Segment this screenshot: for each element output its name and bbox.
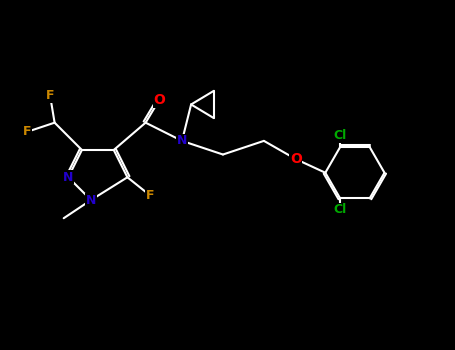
Text: Cl: Cl bbox=[334, 129, 347, 142]
Text: N: N bbox=[177, 134, 187, 147]
Text: N: N bbox=[86, 194, 96, 206]
Text: N: N bbox=[63, 171, 73, 184]
Text: F: F bbox=[23, 125, 31, 138]
Text: O: O bbox=[153, 93, 165, 107]
Text: O: O bbox=[290, 152, 302, 166]
Text: F: F bbox=[46, 89, 54, 102]
Text: F: F bbox=[146, 189, 154, 202]
Text: Cl: Cl bbox=[334, 203, 347, 216]
